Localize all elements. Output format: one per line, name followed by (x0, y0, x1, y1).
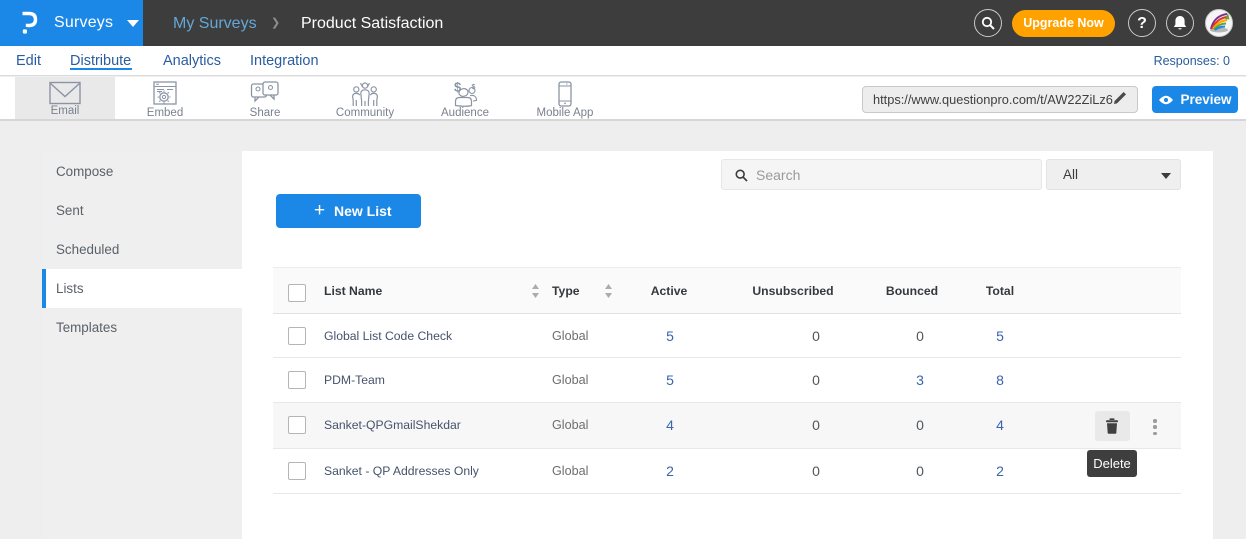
svg-text:$: $ (472, 84, 476, 91)
svg-text:$: $ (454, 81, 462, 95)
